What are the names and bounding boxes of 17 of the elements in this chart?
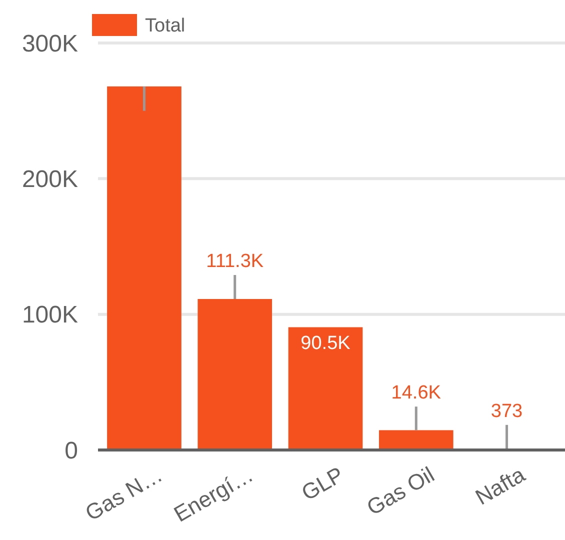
x-tick-label: Gas Oil [362, 462, 439, 520]
data-label: 14.6K [391, 382, 442, 404]
legend-label: Total [145, 16, 186, 37]
data-label: 90.5K [300, 333, 351, 354]
y-tick-label: 100K [22, 302, 78, 329]
bar [288, 327, 363, 450]
data-label: 373 [490, 400, 523, 422]
x-tick-label: Gas N… [81, 462, 167, 526]
bar [107, 86, 182, 450]
x-tick-label: GLP [297, 462, 348, 506]
y-tick-label: 300K [22, 30, 78, 58]
data-label: 111.3K [206, 250, 264, 272]
x-tick-label: Nafta [471, 461, 530, 510]
y-tick-label: 0 [64, 437, 78, 464]
y-tick-label: 200K [22, 166, 78, 194]
bar [378, 430, 454, 450]
bar [198, 299, 272, 450]
